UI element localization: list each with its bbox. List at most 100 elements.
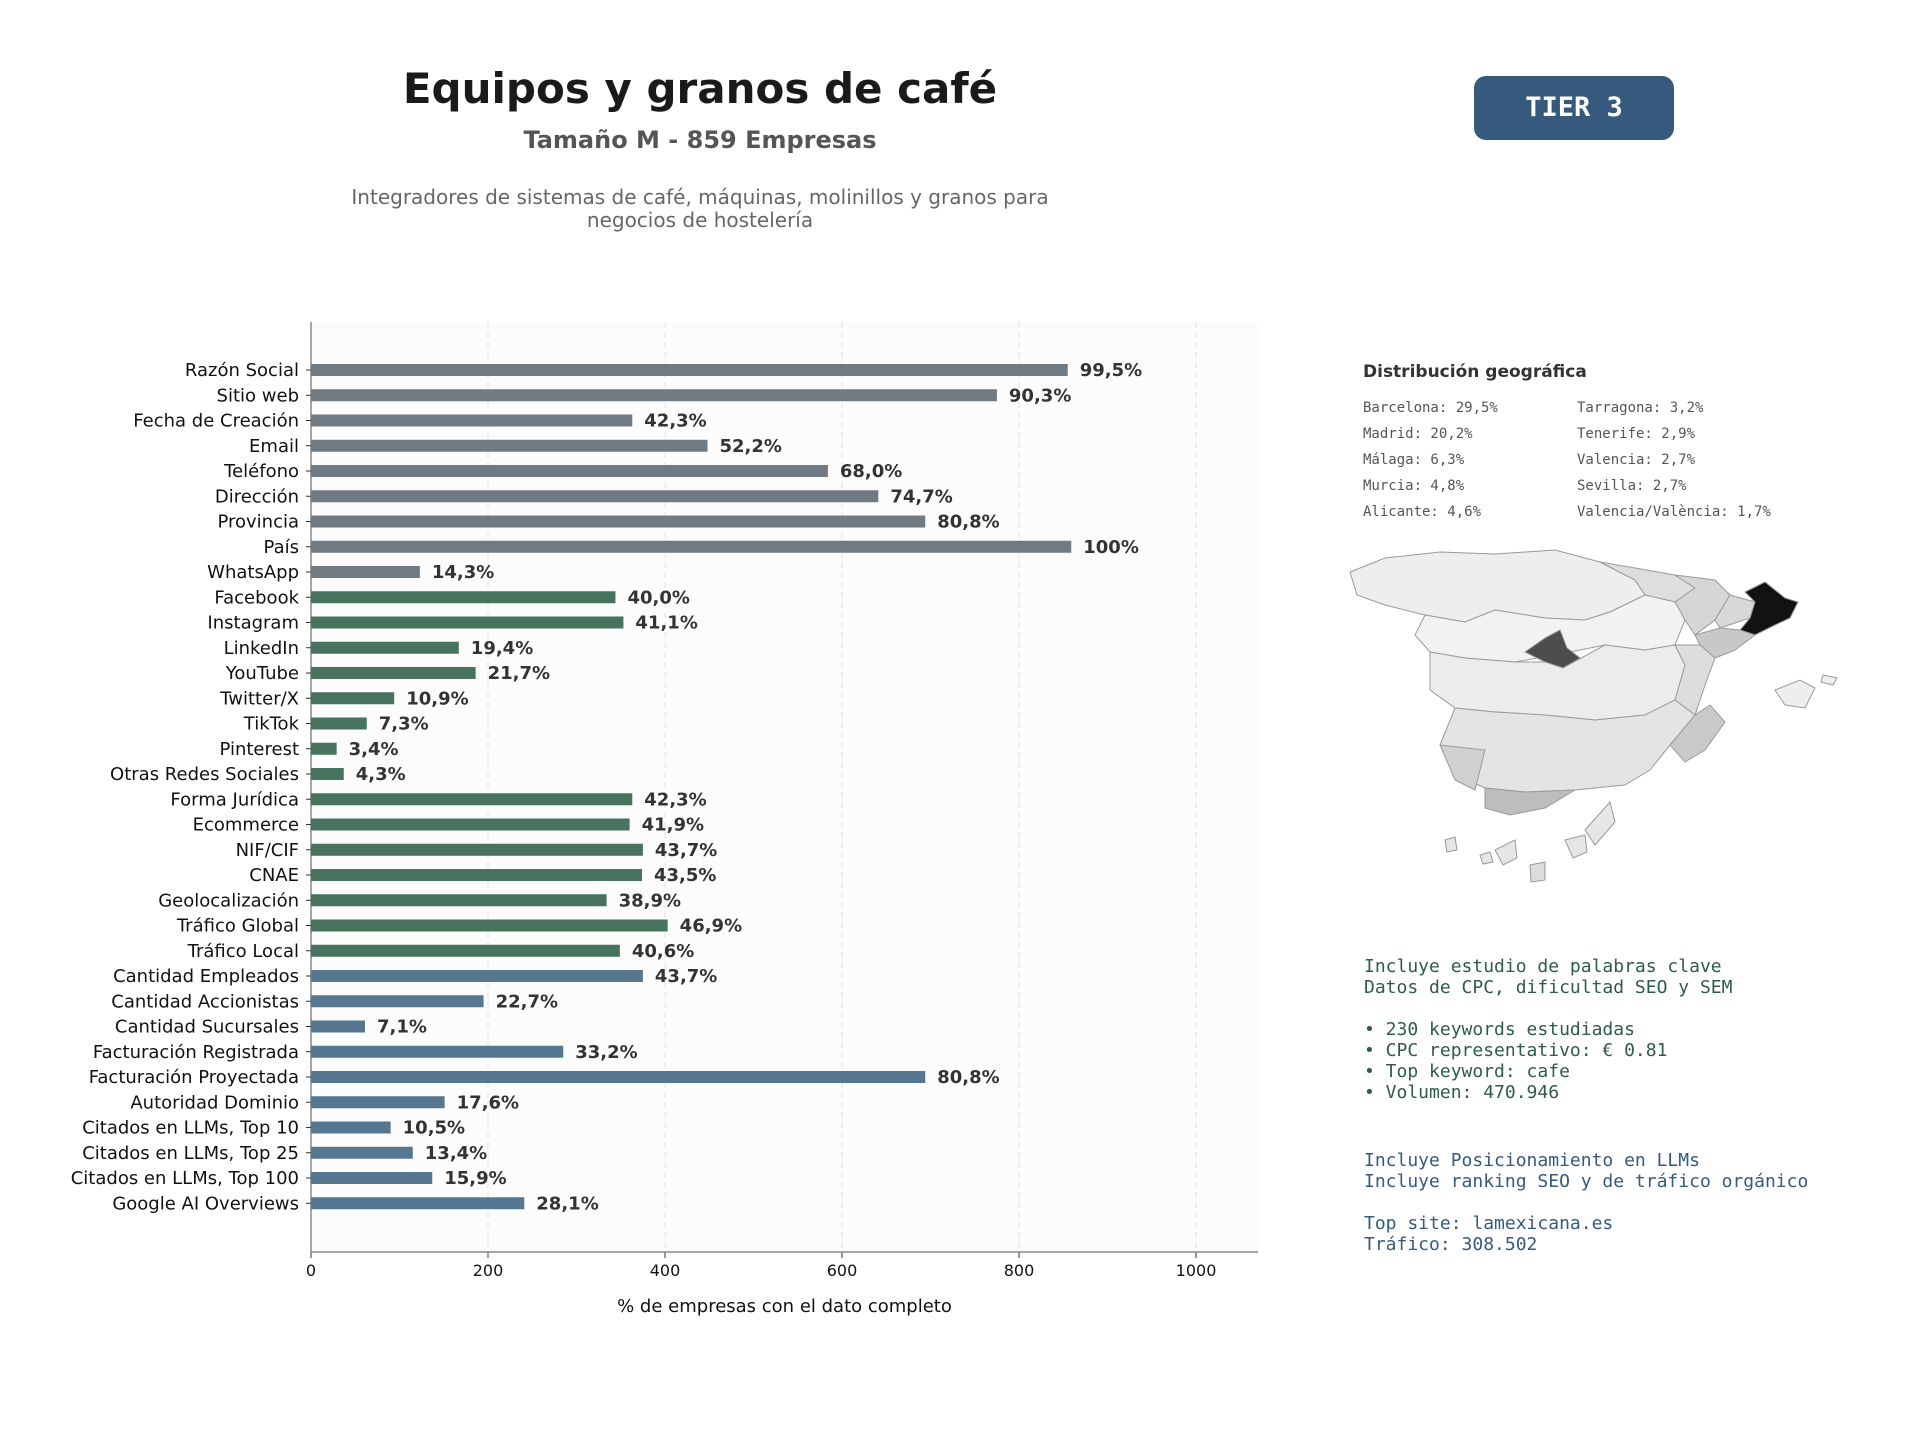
bar <box>311 667 476 679</box>
map-region <box>1714 594 1756 629</box>
category-label: Citados en LLMs, Top 25 <box>82 1143 299 1164</box>
category-label: Forma Jurídica <box>170 789 299 810</box>
data-label: 100% <box>1083 537 1139 558</box>
map-region <box>1584 800 1616 846</box>
x-tick-label: 800 <box>1004 1261 1035 1280</box>
data-label: 41,9% <box>642 815 704 836</box>
geo-item: Alicante: 4,6% <box>1363 504 1482 520</box>
data-label: 21,7% <box>488 663 550 684</box>
category-label: Cantidad Empleados <box>113 966 299 987</box>
data-label: 4,3% <box>356 764 406 785</box>
data-label: 40,6% <box>632 941 694 962</box>
data-label: 43,7% <box>655 966 717 987</box>
category-label: Otras Redes Sociales <box>110 764 299 785</box>
category-label: Citados en LLMs, Top 10 <box>82 1118 299 1139</box>
bar <box>311 843 643 856</box>
x-tick-label: 200 <box>473 1261 504 1280</box>
data-label: 13,4% <box>425 1143 487 1164</box>
bar <box>311 566 420 578</box>
map-region <box>1529 861 1546 883</box>
page-subtitle: Tamaño M - 859 Empresas <box>523 126 877 154</box>
seo-line: • 230 keywords estudiadas <box>1364 1019 1635 1040</box>
x-tick-label: 400 <box>650 1261 681 1280</box>
bar <box>311 768 344 780</box>
category-label: Citados en LLMs, Top 100 <box>71 1168 299 1189</box>
llm-line: Incluye Posicionamiento en LLMs <box>1364 1150 1700 1171</box>
data-label: 43,5% <box>654 865 716 886</box>
category-label: Pinterest <box>219 739 299 760</box>
data-label: 3,4% <box>349 739 399 760</box>
category-label: Facebook <box>214 587 299 608</box>
category-label: Facturación Registrada <box>93 1042 299 1063</box>
category-label: Instagram <box>207 613 299 634</box>
data-label: 40,0% <box>627 587 689 608</box>
seo-line: Datos de CPC, dificultad SEO y SEM <box>1364 977 1733 998</box>
geo-title: Distribución geográfica <box>1363 362 1587 382</box>
x-tick-label: 1000 <box>1176 1261 1217 1280</box>
data-label: 68,0% <box>840 461 902 482</box>
bar <box>311 995 484 1008</box>
category-label: Cantidad Accionistas <box>111 991 299 1012</box>
seo-line: • Volumen: 470.946 <box>1364 1082 1560 1103</box>
data-label: 74,7% <box>890 486 952 507</box>
bar <box>311 1020 365 1033</box>
geo-item: Málaga: 6,3% <box>1363 452 1465 468</box>
data-label: 19,4% <box>471 638 533 659</box>
category-label: Email <box>249 436 299 457</box>
data-label: 38,9% <box>619 890 681 911</box>
bar <box>311 1146 413 1159</box>
category-label: Razón Social <box>185 360 299 381</box>
geo-item: Tenerife: 2,9% <box>1577 426 1696 442</box>
bar <box>311 717 367 730</box>
geo-item: Madrid: 20,2% <box>1363 426 1473 442</box>
bar <box>311 970 643 982</box>
geo-item: Tarragona: 3,2% <box>1577 400 1704 416</box>
bar <box>311 540 1072 553</box>
llm-line: Incluye ranking SEO y de tráfico orgánic… <box>1364 1171 1809 1192</box>
map-region <box>1564 834 1588 859</box>
data-label: 14,3% <box>432 562 494 583</box>
category-label: LinkedIn <box>224 638 299 659</box>
category-label: Teléfono <box>223 461 299 482</box>
bar <box>311 869 643 881</box>
category-label: WhatsApp <box>207 562 299 583</box>
llm-line: Top site: lamexicana.es <box>1364 1213 1614 1234</box>
bar <box>311 616 624 629</box>
bar <box>311 818 630 831</box>
category-label: Twitter/X <box>219 688 299 709</box>
bar <box>311 692 395 705</box>
map-region <box>1494 839 1518 866</box>
data-label: 90,3% <box>1009 385 1071 406</box>
bar <box>311 742 337 755</box>
data-label: 52,2% <box>720 436 782 457</box>
x-axis-label: % de empresas con el dato completo <box>617 1296 952 1317</box>
map-region <box>1479 851 1494 865</box>
category-label: Provincia <box>217 512 299 533</box>
data-label: 28,1% <box>536 1193 598 1214</box>
category-label: NIF/CIF <box>236 840 299 861</box>
map-region <box>1484 787 1576 816</box>
data-label: 33,2% <box>575 1042 637 1063</box>
category-label: Autoridad Dominio <box>130 1092 299 1113</box>
plot-area <box>311 322 1258 1252</box>
data-label: 7,1% <box>377 1017 427 1038</box>
bar <box>311 894 607 907</box>
page-title: Equipos y granos de café <box>402 64 998 113</box>
bar <box>311 1071 926 1083</box>
data-label: 42,3% <box>644 411 706 432</box>
map-region <box>1439 744 1486 791</box>
map-region <box>1674 644 1716 716</box>
bar <box>311 641 459 654</box>
geo-item: Murcia: 4,8% <box>1363 478 1465 494</box>
data-label: 43,7% <box>655 840 717 861</box>
category-label: YouTube <box>225 663 299 684</box>
bar <box>311 439 708 452</box>
tier-badge: TIER 3 <box>1474 76 1674 140</box>
data-label: 80,8% <box>937 1067 999 1088</box>
seo-line: • CPC representativo: € 0.81 <box>1364 1040 1668 1061</box>
geo-item: Sevilla: 2,7% <box>1577 478 1687 494</box>
category-label: Ecommerce <box>193 815 299 836</box>
bar <box>311 1172 433 1184</box>
data-label: 99,5% <box>1080 360 1142 381</box>
